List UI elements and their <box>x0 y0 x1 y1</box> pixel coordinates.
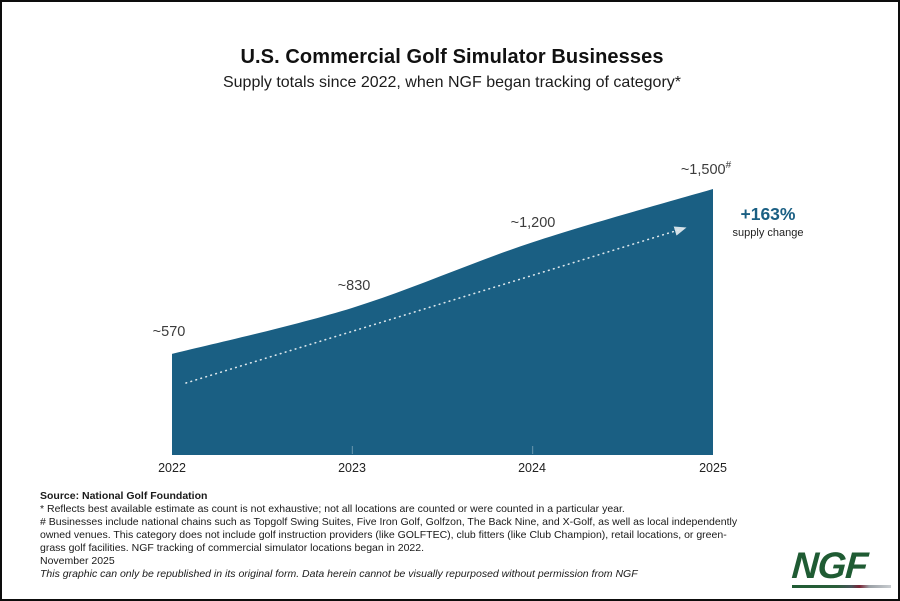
source-line: Source: National Golf Foundation <box>40 490 208 502</box>
data-label-2025: ~1,500# <box>680 160 732 178</box>
ngf-logo-text: NGF <box>790 545 869 586</box>
area-series <box>172 189 713 455</box>
asterisk-note: * Reflects best available estimate as co… <box>40 503 625 515</box>
supply-change-percent: +163% <box>740 204 796 224</box>
x-axis-label-2023: 2023 <box>338 461 366 475</box>
ngf-logo: NGF <box>790 545 894 588</box>
ngf-logo-underline <box>792 585 891 588</box>
footer-notes: Source: National Golf Foundation * Refle… <box>40 490 740 581</box>
disclaimer: This graphic can only be republished in … <box>40 568 638 580</box>
x-axis-ticks <box>351 446 534 454</box>
x-axis-label-2025: 2025 <box>699 461 727 475</box>
footnote-marker: # <box>725 160 732 171</box>
x-axis-label-2022: 2022 <box>158 461 186 475</box>
supply-change-caption: supply change <box>732 227 804 239</box>
data-label-2024: ~1,200 <box>510 215 556 231</box>
chart-subtitle: Supply totals since 2022, when NGF began… <box>222 74 682 91</box>
hash-note: # Businesses include national chains suc… <box>40 516 738 554</box>
chart-header: U.S. Commercial Golf Simulator Businesse… <box>2 46 898 92</box>
data-label-2022: ~570 <box>152 324 186 340</box>
x-axis-label-2024: 2024 <box>518 461 546 475</box>
trend-arrow <box>185 226 687 384</box>
supply-change-annotation: +163% supply change <box>716 204 820 239</box>
publish-date: November 2025 <box>40 555 115 567</box>
data-label-2023: ~830 <box>337 278 371 294</box>
chart-title: U.S. Commercial Golf Simulator Businesse… <box>240 46 664 68</box>
